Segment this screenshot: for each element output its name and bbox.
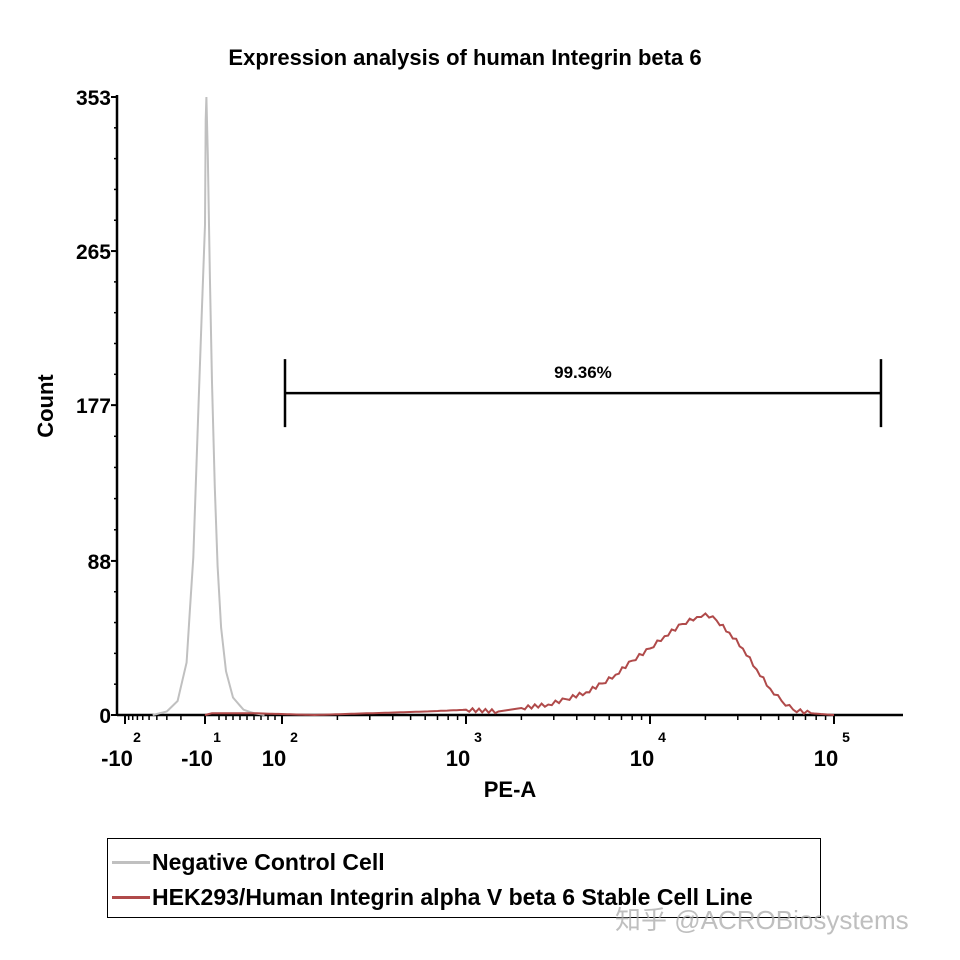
y-tick-label: 177	[76, 395, 111, 418]
y-tick-label: 0	[99, 705, 111, 728]
x-tick-label-base: 10	[630, 746, 654, 771]
series-line-0	[152, 96, 265, 716]
legend-swatch-gray	[112, 860, 150, 864]
series-line-1	[204, 612, 835, 717]
x-axis-label: PE-A	[484, 777, 537, 802]
x-tick-label-exponent: 2	[133, 729, 141, 745]
x-tick-label-base: 10	[814, 746, 838, 771]
x-tick-label-exponent: 3	[474, 729, 482, 745]
x-tick-label-base: 10	[446, 746, 470, 771]
legend-item-hek293: HEK293/Human Integrin alpha V beta 6 Sta…	[112, 882, 753, 912]
watermark: 知乎 @ACROBiosystems	[615, 905, 909, 935]
x-tick-label-base: 10	[262, 746, 286, 771]
chart-title: Expression analysis of human Integrin be…	[228, 45, 701, 70]
legend-item-negative-control: Negative Control Cell	[112, 847, 385, 877]
legend-label: HEK293/Human Integrin alpha V beta 6 Sta…	[152, 883, 753, 910]
x-tick-label-base: -10	[181, 746, 213, 771]
y-tick-label: 265	[76, 241, 111, 264]
x-tick-label-exponent: 2	[290, 729, 298, 745]
y-tick-label: 353	[76, 87, 111, 110]
legend-label: Negative Control Cell	[152, 848, 385, 875]
y-tick-label: 88	[88, 551, 112, 574]
x-tick-label-exponent: 4	[658, 729, 666, 745]
legend-swatch-red	[112, 895, 150, 899]
gate-percentage-label: 99.36%	[554, 363, 612, 382]
y-axis-label: Count	[33, 374, 58, 438]
x-tick-label-exponent: 5	[842, 729, 850, 745]
x-tick-label-base: -10	[101, 746, 133, 771]
x-tick-label-exponent: 1	[213, 729, 221, 745]
legend: Negative Control Cell HEK293/Human Integ…	[107, 838, 821, 918]
